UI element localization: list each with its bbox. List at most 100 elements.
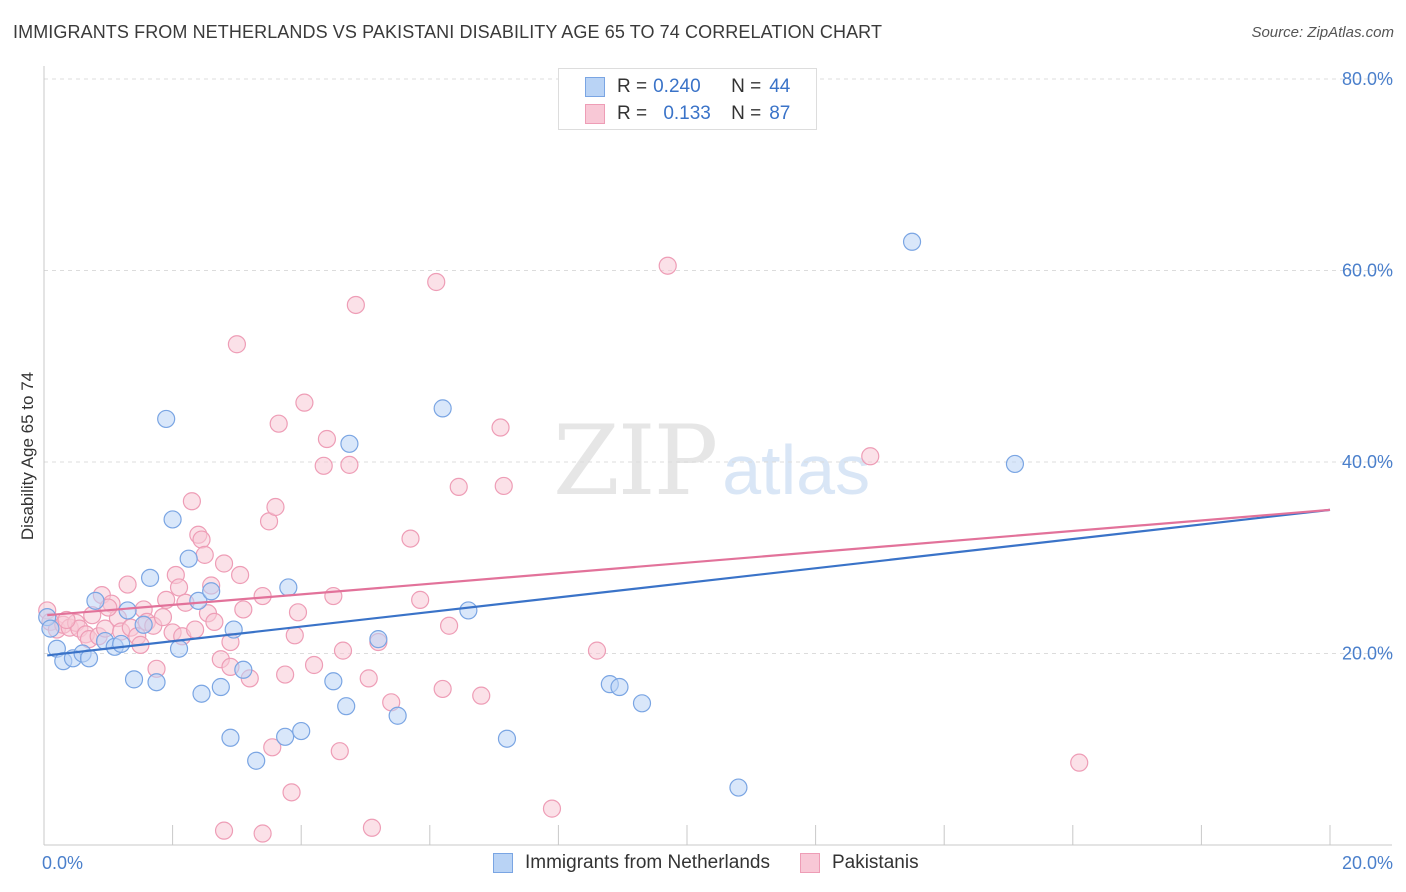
pakistani-point: [587, 641, 607, 660]
legend-n-value: 44: [769, 76, 791, 97]
trend-lines: [47, 508, 1331, 657]
netherlands-point: [189, 591, 208, 610]
netherlands-point: [340, 434, 359, 453]
x-tick-label: 20.0%: [1342, 853, 1393, 873]
netherlands-trend-line: [47, 508, 1331, 657]
pakistani-point: [472, 686, 491, 705]
pakistani-point: [449, 477, 468, 496]
pakistani-point: [118, 575, 137, 594]
pakistani-point: [227, 335, 246, 354]
pakistani-point: [214, 554, 234, 573]
pakistani-point: [439, 616, 459, 635]
netherlands-point: [124, 670, 144, 689]
netherlands-point: [234, 660, 253, 679]
legend-r-value: 0.133: [663, 103, 711, 124]
legend-n-value: 87: [769, 103, 791, 124]
chart-title: IMMIGRANTS FROM NETHERLANDS VS PAKISTANI…: [13, 22, 883, 42]
pakistani-point: [182, 492, 201, 511]
netherlands-point: [247, 751, 266, 770]
pakistani-point: [411, 590, 430, 609]
series-legend-label: Pakistanis: [831, 852, 919, 873]
pakistani-point: [494, 476, 513, 496]
series-legend: Immigrants from Netherlands Pakistanis: [493, 852, 949, 874]
series-legend-label: Immigrants from Netherlands: [525, 852, 770, 873]
netherlands-points: [38, 232, 1025, 797]
pakistani-point: [359, 669, 378, 688]
netherlands-point: [147, 673, 166, 692]
pakistani-point: [542, 799, 562, 818]
pakistani-point: [1070, 753, 1089, 772]
series-legend-netherlands: Immigrants from Netherlands: [493, 852, 770, 874]
pakistani-point: [282, 783, 301, 802]
pakistani-point: [314, 456, 333, 475]
correlation-legend: R = 0.240 N = 44 R = 0.133 N = 87: [558, 68, 817, 130]
series-swatch-blue: [493, 853, 513, 873]
series-swatch-pink: [799, 853, 820, 873]
pakistani-point: [269, 414, 288, 433]
netherlands-point: [202, 582, 221, 601]
pakistani-point: [288, 603, 308, 622]
netherlands-point: [279, 578, 298, 597]
pakistani-point: [324, 586, 343, 606]
pakistani-point: [186, 620, 205, 639]
pakistani-point: [253, 824, 272, 843]
pakistani-point: [266, 497, 285, 517]
pakistani-point: [214, 821, 234, 840]
netherlands-point: [192, 684, 211, 703]
netherlands-point: [157, 409, 176, 429]
pakistani-point: [192, 530, 211, 549]
netherlands-point: [276, 727, 295, 746]
chart-source: Source: ZipAtlas.com: [1251, 24, 1394, 41]
pakistani-point: [346, 295, 365, 315]
netherlands-point: [112, 634, 131, 654]
pakistani-point: [57, 610, 76, 630]
pakistani-point: [285, 626, 304, 645]
netherlands-point: [86, 591, 105, 610]
pakistani-point: [362, 818, 382, 837]
netherlands-point: [497, 729, 517, 748]
netherlands-point: [221, 728, 240, 747]
netherlands-point: [169, 639, 189, 658]
netherlands-point: [632, 694, 652, 713]
pakistani-point: [340, 455, 359, 474]
netherlands-point: [337, 697, 356, 716]
x-tick-label: 0.0%: [42, 853, 83, 873]
series-legend-pakistanis: Pakistanis: [799, 852, 919, 874]
pakistani-point: [295, 393, 314, 412]
legend-r-label: R =: [617, 76, 648, 97]
pakistani-point: [195, 545, 214, 564]
pakistani-point: [433, 679, 452, 699]
legend-swatch-pink: [585, 104, 605, 124]
netherlands-point: [902, 232, 922, 251]
y-tick-label: 80.0%: [1342, 69, 1393, 89]
y-tick-label: 40.0%: [1342, 452, 1393, 472]
netherlands-point: [163, 510, 182, 529]
pakistani-point: [276, 665, 295, 684]
y-tick-label: 20.0%: [1342, 644, 1393, 664]
pakistani-point: [658, 256, 677, 275]
netherlands-point: [118, 601, 137, 620]
netherlands-point: [140, 568, 160, 587]
pakistani-point: [330, 742, 349, 761]
netherlands-point: [459, 601, 478, 620]
pakistanis-points: [38, 256, 1089, 843]
netherlands-point: [41, 619, 60, 638]
netherlands-point: [211, 677, 230, 697]
legend-swatch-blue: [585, 77, 605, 97]
legend-r-value: 0.240: [653, 76, 701, 97]
legend-row-pakistanis: R = 0.133 N = 87: [585, 102, 790, 126]
legend-row-netherlands: R = 0.240 N = 44: [585, 75, 790, 99]
pakistani-point: [234, 600, 253, 619]
pakistani-point: [427, 272, 446, 292]
netherlands-point: [324, 672, 343, 691]
y-axis-title: Disability Age 65 to 74: [18, 372, 37, 540]
y-tick-label: 60.0%: [1342, 261, 1393, 281]
pakistani-point: [317, 429, 337, 449]
pakistani-point: [169, 578, 189, 597]
pakistani-point: [231, 565, 250, 585]
pakistani-point: [401, 529, 420, 548]
legend-n-label: N =: [731, 76, 762, 97]
axes: [43, 66, 1392, 846]
pakistani-point: [153, 608, 173, 627]
